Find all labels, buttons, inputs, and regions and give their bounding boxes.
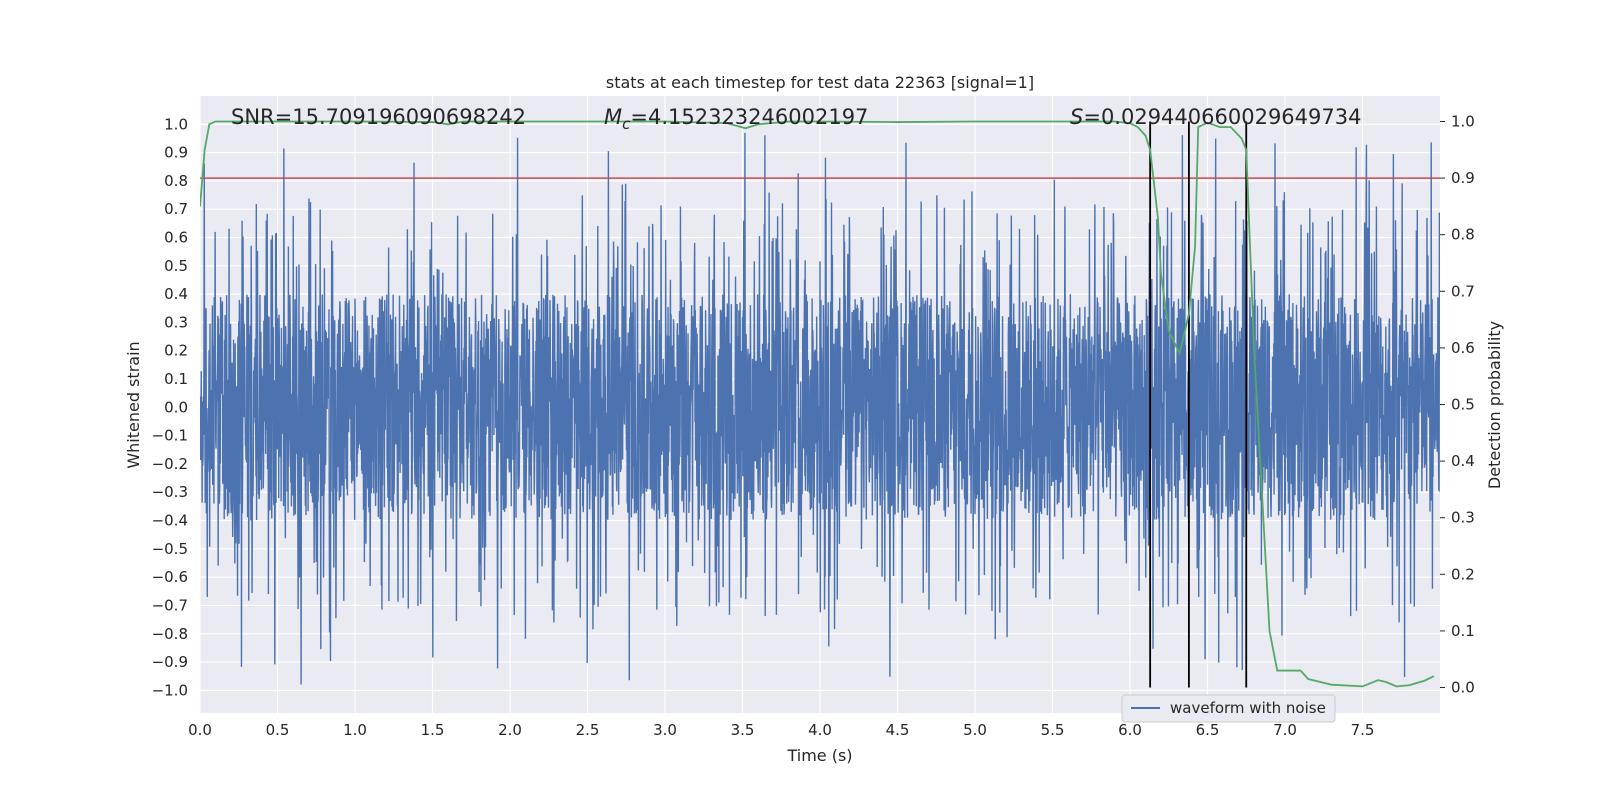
y2-tick-label: 0.7 xyxy=(1451,282,1475,300)
x-tick-label: 4.0 xyxy=(808,721,832,739)
y-tick-label: −0.5 xyxy=(152,540,188,558)
waveform-series xyxy=(200,132,1440,685)
chart-title: stats at each timestep for test data 223… xyxy=(606,73,1034,92)
x-tick-label: 5.0 xyxy=(963,721,987,739)
y2-tick-label: 0.3 xyxy=(1451,509,1475,527)
y2-tick-label: 0.1 xyxy=(1451,622,1475,640)
x-tick-label: 7.5 xyxy=(1351,721,1375,739)
y-tick-label: 0.5 xyxy=(164,257,188,275)
y2-tick-label: 0.4 xyxy=(1451,452,1475,470)
x-tick-label: 0.5 xyxy=(266,721,290,739)
y-tick-label: −0.4 xyxy=(152,512,188,530)
mc-subscript: c xyxy=(622,115,631,133)
x-tick-label: 2.5 xyxy=(576,721,600,739)
y2-tick-label: 0.8 xyxy=(1451,226,1475,244)
x-tick-label: 7.0 xyxy=(1273,721,1297,739)
y-tick-label: −0.7 xyxy=(152,596,188,614)
y2-tick-label: 0.6 xyxy=(1451,339,1475,357)
x-axis-label: Time (s) xyxy=(786,746,852,765)
legend-label: waveform with noise xyxy=(1170,699,1326,717)
mc-value: =4.152323246002197 xyxy=(630,105,868,129)
legend-box xyxy=(1121,694,1336,723)
x-tick-label: 6.0 xyxy=(1118,721,1142,739)
y2-axis-ticks: 0.0 0.1 0.2 0.3 0.4 0.5 0.6 0.7 0.8 0.9 1.0 xyxy=(1440,112,1475,697)
s-annotation: S=0.029440660029649734 xyxy=(1070,105,1361,129)
x-tick-label: 3.5 xyxy=(731,721,755,739)
y-tick-label: 1.0 xyxy=(164,115,188,133)
y-tick-label: −0.9 xyxy=(152,653,188,671)
x-tick-label: 5.5 xyxy=(1041,721,1065,739)
y-tick-label: 0.3 xyxy=(164,313,188,331)
y-tick-label: −0.3 xyxy=(152,483,188,501)
y-tick-label: −1.0 xyxy=(152,681,188,699)
y-tick-label: −0.6 xyxy=(152,568,188,586)
x-tick-label: 1.5 xyxy=(421,721,445,739)
y-tick-label: 0.9 xyxy=(164,144,188,162)
x-axis-ticks: 0.0 0.5 1.0 1.5 2.0 2.5 3.0 3.5 4.0 4.5 5.0 5.5 6.0 6… xyxy=(188,721,1374,739)
mc-annotation: Mc=4.152323246002197 xyxy=(604,105,868,133)
mc-symbol: M xyxy=(604,105,622,129)
overlay-lines xyxy=(200,120,1440,688)
y-tick-label: −0.8 xyxy=(152,625,188,643)
x-tick-label: 1.0 xyxy=(343,721,367,739)
y-tick-label: −0.1 xyxy=(152,427,188,445)
s-symbol: S xyxy=(1070,105,1083,129)
probability-line xyxy=(200,120,1435,688)
y-axis-label: Whitened strain xyxy=(124,341,143,468)
y-tick-label: −0.2 xyxy=(152,455,188,473)
legend: waveform with noise xyxy=(1121,694,1336,723)
y-tick-label: 0.2 xyxy=(164,342,188,360)
x-tick-label: 0.0 xyxy=(188,721,212,739)
x-tick-label: 2.0 xyxy=(498,721,522,739)
y2-tick-label: 0.2 xyxy=(1451,565,1475,583)
y2-axis-label: Detection probability xyxy=(1485,321,1504,489)
y2-tick-label: 0.0 xyxy=(1451,679,1475,697)
y-tick-label: 0.4 xyxy=(164,285,188,303)
s-value: =0.029440660029649734 xyxy=(1083,105,1361,129)
x-tick-label: 6.5 xyxy=(1196,721,1220,739)
y-tick-label: 0.1 xyxy=(164,370,188,388)
waveform-line xyxy=(200,132,1440,685)
y-tick-label: 0.0 xyxy=(164,398,188,416)
y-tick-label: 0.8 xyxy=(164,172,188,190)
y2-tick-label: 0.9 xyxy=(1451,169,1475,187)
y-axis-ticks: −1.0 −0.9 −0.8 −0.7 −0.6 −0.5 −0.4 −0.3 −0.2 −0.1… xyxy=(152,115,188,699)
snr-annotation: SNR=15.709196090698242 xyxy=(231,105,526,129)
y-tick-label: 0.7 xyxy=(164,200,188,218)
x-tick-label: 4.5 xyxy=(886,721,910,739)
y-tick-label: 0.6 xyxy=(164,229,188,247)
y2-tick-label: 1.0 xyxy=(1451,112,1475,130)
y2-tick-label: 0.5 xyxy=(1451,396,1475,414)
x-tick-label: 3.0 xyxy=(653,721,677,739)
